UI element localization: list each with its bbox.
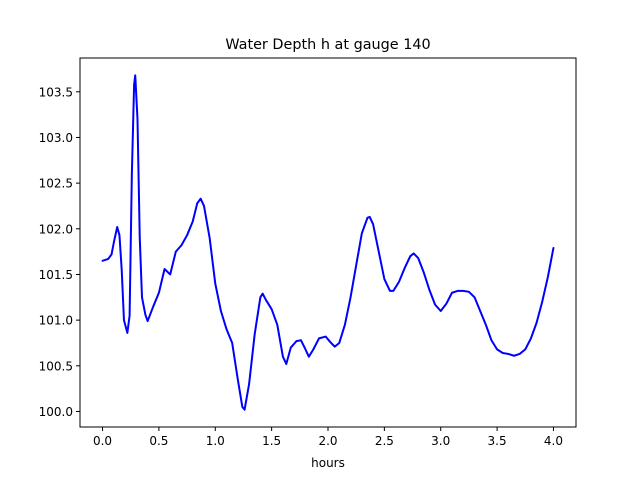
y-tick-label: 103.0 (39, 131, 73, 145)
x-tick-label: 1.0 (206, 434, 225, 448)
x-tick-label: 2.0 (318, 434, 337, 448)
y-tick-label: 100.5 (39, 359, 73, 373)
y-tick-label: 101.5 (39, 268, 73, 282)
x-tick-label: 0.0 (93, 434, 112, 448)
y-tick-label: 103.5 (39, 85, 73, 99)
x-tick-label: 0.5 (149, 434, 168, 448)
series-line-0 (101, 74, 555, 411)
y-tick-label: 102.5 (39, 177, 73, 191)
x-axis-label: hours (311, 456, 345, 470)
x-tick-label: 2.5 (375, 434, 394, 448)
x-tick-label: 3.5 (488, 434, 507, 448)
y-tick-label: 100.0 (39, 405, 73, 419)
x-tick-label: 1.5 (262, 434, 281, 448)
x-tick-label: 3.0 (431, 434, 450, 448)
y-tick-label: 102.0 (39, 222, 73, 236)
chart-title: Water Depth h at gauge 140 (225, 37, 430, 53)
plot-area: 0.0 0.5 1.0 1.5 2.0 2.5 3.0 3.5 4.0 100.0 100.5 101… (39, 57, 577, 448)
x-tick-label: 4.0 (544, 434, 563, 448)
y-tick-label: 101.0 (39, 314, 73, 328)
